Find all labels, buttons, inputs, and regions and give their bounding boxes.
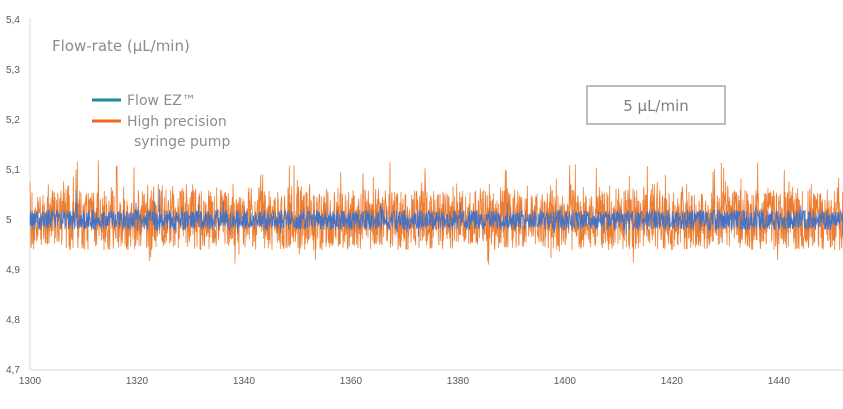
y-tick-labels: 4,7 4,8 4,9 5 5,1 5,2 5,3 5,4 bbox=[6, 15, 20, 376]
y-tick-label: 4,9 bbox=[6, 265, 20, 276]
annotation-box bbox=[586, 85, 726, 125]
legend-label-flow-ez: Flow EZ™ bbox=[127, 93, 196, 109]
x-tick-label: 1320 bbox=[126, 376, 149, 387]
y-tick-label: 5,3 bbox=[6, 65, 20, 76]
x-tick-label: 1420 bbox=[661, 376, 684, 387]
y-tick-label: 4,8 bbox=[6, 315, 20, 326]
x-tick-label: 1340 bbox=[233, 376, 256, 387]
series-line bbox=[29, 160, 843, 265]
y-tick-label: 5,4 bbox=[6, 15, 20, 26]
x-tick-label: 1380 bbox=[447, 376, 470, 387]
flow-rate-annotation: 5 µL/min bbox=[586, 85, 726, 125]
y-tick-label: 5,2 bbox=[6, 115, 20, 126]
chart-title: Flow-rate (µL/min) bbox=[52, 37, 190, 55]
legend-label-syringe-pump-line2: syringe pump bbox=[134, 134, 230, 150]
y-tick-label: 5,1 bbox=[6, 165, 20, 176]
legend: Flow EZ™ High precision syringe pump bbox=[92, 93, 230, 150]
series-line bbox=[29, 188, 843, 237]
x-tick-label: 1440 bbox=[768, 376, 791, 387]
x-tick-labels: 1300 1320 1340 1360 1380 1400 1420 1440 bbox=[19, 376, 791, 387]
y-tick-label: 5 bbox=[6, 215, 12, 226]
x-tick-label: 1400 bbox=[554, 376, 577, 387]
y-tick-label: 4,7 bbox=[6, 365, 20, 376]
legend-label-syringe-pump-line1: High precision bbox=[127, 114, 227, 130]
x-tick-label: 1300 bbox=[19, 376, 42, 387]
series-layer bbox=[29, 160, 843, 265]
x-tick-label: 1360 bbox=[340, 376, 363, 387]
annotation-text: 5 µL/min bbox=[623, 97, 689, 115]
